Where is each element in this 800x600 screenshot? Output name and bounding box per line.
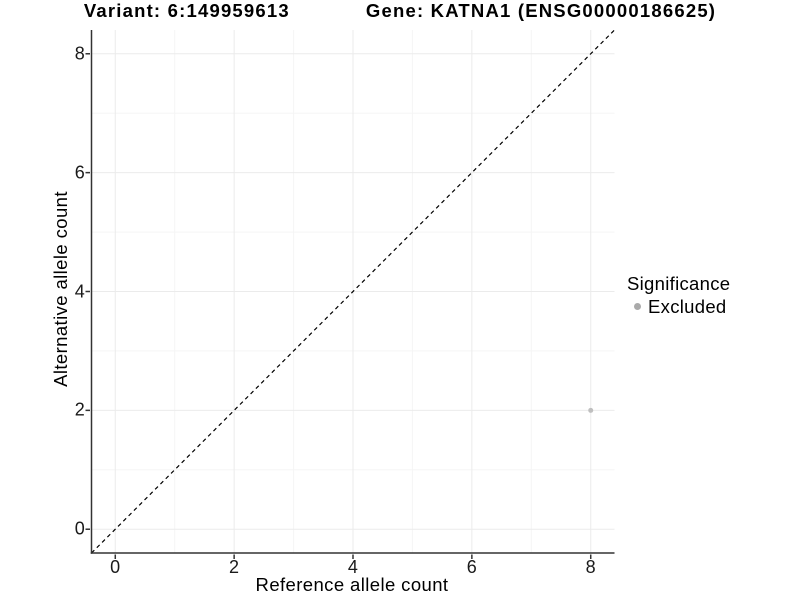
x-tick-label: 4 xyxy=(347,557,359,577)
plot-title: Variant: 6:149959613 Gene: KATNA1 (ENSG0… xyxy=(0,0,800,22)
legend-title: Significance xyxy=(627,273,731,294)
y-tick-label: 8 xyxy=(74,43,85,64)
legend-item-label: Excluded xyxy=(648,296,727,317)
identity-line xyxy=(91,29,615,554)
x-tick-label: 0 xyxy=(110,557,121,577)
x-tick-label: 2 xyxy=(228,557,240,577)
y-tick-label: 6 xyxy=(74,162,85,183)
y-tick-label: 2 xyxy=(74,399,85,420)
y-tick-label: 4 xyxy=(74,281,85,301)
gene-title: Gene: KATNA1 (ENSG00000186625) xyxy=(365,0,717,21)
legend: Significance Excluded xyxy=(627,272,730,318)
y-axis-title: Alternative allele count xyxy=(50,191,71,387)
legend-item-excluded: Excluded xyxy=(627,295,730,318)
legend-key xyxy=(627,296,648,317)
data-point-excluded xyxy=(588,407,594,413)
x-tick-label: 8 xyxy=(585,557,596,577)
y-tick-label: 0 xyxy=(74,518,85,539)
x-tick-label: 6 xyxy=(466,557,478,577)
variant-title: Variant: 6:149959613 xyxy=(83,0,290,21)
x-axis-title: Reference allele count xyxy=(255,574,449,595)
excluded-point-icon xyxy=(634,303,641,310)
